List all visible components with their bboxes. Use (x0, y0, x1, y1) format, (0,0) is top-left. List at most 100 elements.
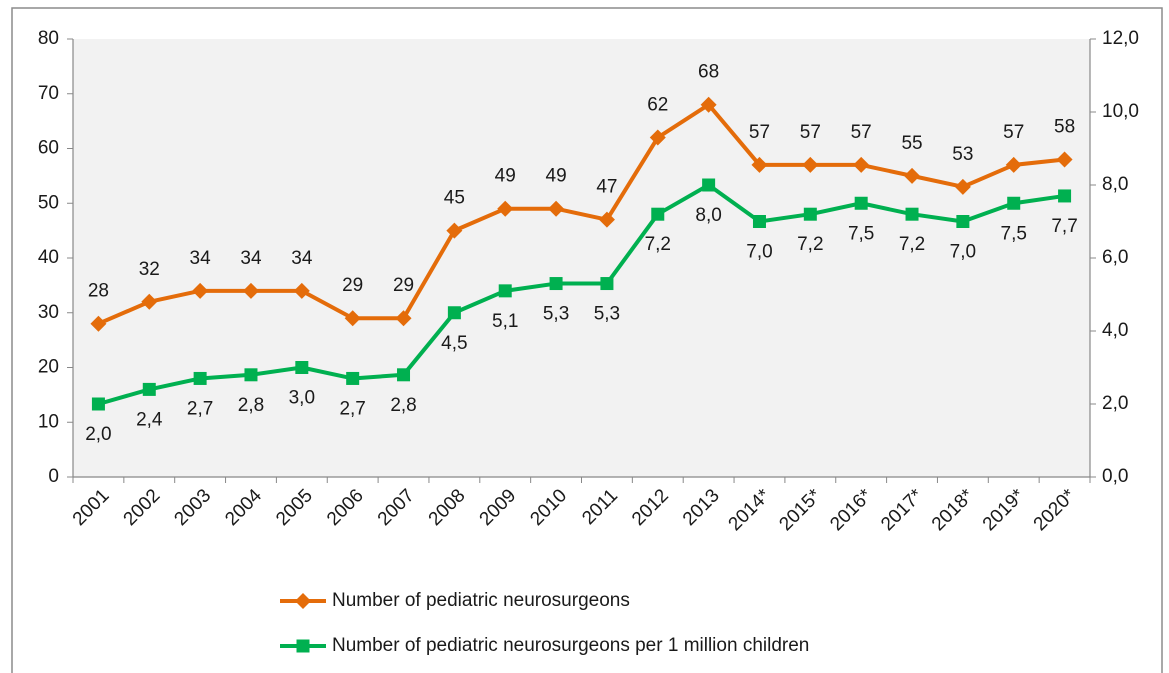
square-marker (549, 277, 563, 291)
y2-tick-label: 4,0 (1102, 320, 1128, 341)
data-label: 2,7 (339, 398, 365, 419)
plot-area (73, 39, 1090, 477)
y-tick-label: 0 (48, 466, 59, 487)
x-tick-label: 2009 (476, 485, 521, 530)
data-label: 57 (851, 122, 872, 143)
series-line (97, 183, 1065, 406)
square-marker (854, 196, 868, 210)
y-tick-label: 30 (38, 302, 59, 323)
x-tick-label: 2005 (272, 485, 317, 530)
data-label: 47 (596, 177, 617, 198)
x-tick-label: 2012 (628, 485, 673, 530)
y2-tick-label: 8,0 (1102, 174, 1128, 195)
data-label: 49 (546, 166, 567, 187)
y2-tick-label: 10,0 (1102, 101, 1139, 122)
data-label: 5,3 (543, 304, 569, 325)
data-label: 28 (88, 281, 109, 302)
data-label: 34 (291, 248, 313, 269)
x-tick-label: 2010 (526, 485, 571, 530)
y2-tick-label: 0,0 (1102, 466, 1128, 487)
diamond-marker (700, 96, 717, 113)
data-label: 55 (901, 133, 922, 154)
diamond-marker (395, 310, 412, 327)
square-marker (244, 368, 258, 382)
diamond-marker (141, 293, 158, 310)
x-tick-label: 2002 (120, 485, 165, 530)
y-tick-label: 20 (38, 357, 59, 378)
square-marker (752, 215, 766, 228)
y-tick-label: 80 (38, 28, 59, 49)
diamond-marker (295, 593, 311, 609)
diamond-marker (1056, 151, 1073, 168)
square-marker (193, 371, 207, 385)
x-tick-label: 2011 (578, 485, 622, 529)
data-label: 4,5 (441, 333, 467, 354)
data-label: 53 (952, 144, 973, 165)
series-line (97, 102, 1065, 326)
square-marker (142, 382, 156, 396)
diamond-marker (446, 222, 463, 239)
diamond-marker (598, 211, 615, 228)
data-label: 3,0 (289, 388, 315, 409)
square-marker (447, 306, 461, 320)
diamond-marker (192, 282, 209, 299)
diamond-marker (853, 156, 870, 173)
diamond-marker (548, 200, 565, 217)
square-marker (397, 368, 411, 382)
square-marker (702, 178, 716, 192)
data-label: 7,2 (899, 234, 925, 255)
square-marker (803, 207, 817, 221)
data-label: 2,4 (136, 409, 163, 430)
x-tick-label: 2019* (979, 485, 1029, 535)
y-tick-label: 60 (38, 138, 59, 159)
data-label: 29 (342, 275, 363, 296)
data-label: 8,0 (695, 205, 721, 226)
data-label: 2,8 (390, 395, 416, 416)
y2-tick-label: 6,0 (1102, 247, 1128, 268)
data-label: 2,7 (187, 398, 213, 419)
data-label: 7,0 (950, 242, 976, 263)
diamond-marker (751, 156, 768, 173)
x-tick-label: 2016* (826, 485, 876, 535)
data-label: 29 (393, 275, 414, 296)
diamond-marker (954, 178, 971, 195)
data-label: 45 (444, 188, 465, 209)
y-tick-label: 10 (38, 411, 59, 432)
square-marker (1058, 189, 1072, 203)
data-label: 5,3 (594, 304, 620, 325)
data-label: 62 (647, 95, 668, 116)
data-label: 2,8 (238, 395, 264, 416)
y-tick-label: 70 (38, 83, 59, 104)
data-label: 7,5 (1001, 223, 1027, 244)
square-marker (296, 639, 310, 653)
diamond-marker (649, 129, 666, 146)
data-label: 34 (190, 248, 212, 269)
square-marker (956, 215, 970, 228)
square-marker (498, 284, 512, 298)
data-label: 68 (698, 62, 719, 83)
x-tick-label: 2008 (425, 485, 470, 530)
diamond-marker (802, 156, 819, 173)
square-marker (905, 207, 919, 221)
x-tick-label: 2015* (775, 485, 825, 535)
x-tick-label: 2007 (374, 485, 419, 530)
diamond-marker (497, 200, 514, 217)
diamond-marker (1005, 156, 1022, 173)
data-label: 58 (1054, 116, 1075, 137)
frame (11, 7, 1163, 673)
data-label: 7,0 (746, 242, 772, 263)
square-marker (600, 277, 614, 291)
square-marker (346, 371, 360, 385)
x-tick-label: 2003 (170, 485, 215, 530)
x-tick-label: 2004 (221, 485, 266, 530)
data-label: 57 (800, 122, 821, 143)
data-label: 7,5 (848, 223, 874, 244)
y-tick-label: 50 (38, 192, 59, 213)
legend-label: Number of pediatric neurosurgeons per 1 … (332, 635, 809, 656)
y-tick-label: 40 (38, 247, 59, 268)
data-label: 5,1 (492, 311, 518, 332)
data-label: 7,2 (797, 234, 823, 255)
data-label: 7,2 (645, 234, 671, 255)
square-marker (295, 361, 309, 374)
